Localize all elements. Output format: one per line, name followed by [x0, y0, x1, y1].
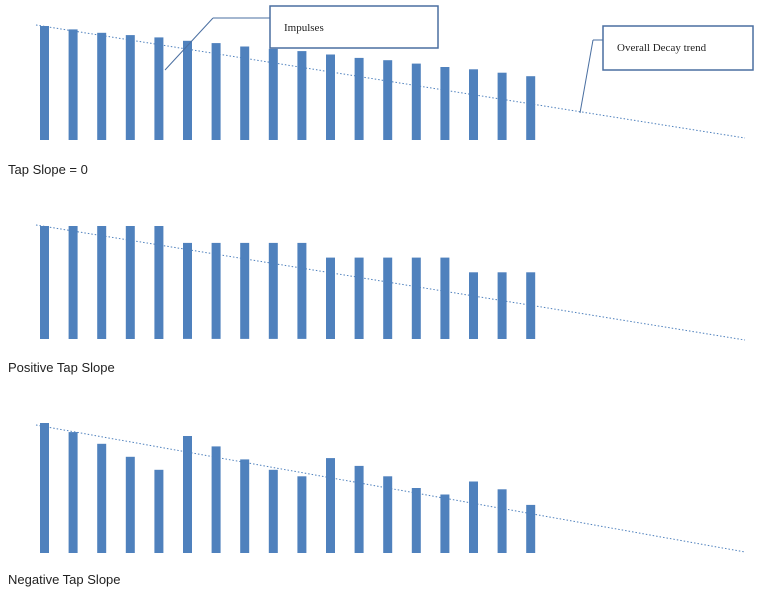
impulse-bar	[383, 60, 393, 141]
decay-trend-line	[35, 424, 746, 553]
impulse-bar	[97, 32, 107, 140]
impulse-bar	[297, 476, 307, 553]
impulse-bar	[411, 488, 421, 553]
impulse-bar	[268, 48, 278, 140]
impulse-bar	[240, 242, 250, 339]
impulse-bar	[154, 226, 164, 339]
panel-negative-tap-slope: Negative Tap Slope	[8, 423, 746, 587]
callout-box	[269, 5, 439, 49]
callout-label: Overall Decay trend	[617, 42, 707, 54]
impulse-bar	[326, 458, 335, 553]
impulse-bar	[68, 432, 78, 553]
impulse-bar	[125, 226, 135, 339]
impulse-bar	[354, 465, 364, 553]
impulse-bar	[97, 226, 107, 339]
panel-caption: Tap Slope = 0	[8, 162, 88, 177]
impulse-bar	[497, 72, 507, 140]
impulse-bar	[354, 257, 364, 339]
callout-label: Impulses	[284, 22, 324, 34]
impulse-bars	[40, 226, 536, 339]
impulse-bar	[211, 43, 221, 140]
impulse-bar	[68, 226, 78, 339]
impulse-bar	[240, 459, 250, 553]
impulse-bar	[526, 76, 536, 140]
impulse-bar	[40, 226, 49, 339]
impulse-bar	[268, 242, 278, 339]
impulse-bar	[183, 40, 192, 140]
impulse-bars	[40, 423, 536, 553]
impulse-bar	[183, 436, 192, 553]
impulse-bar	[297, 242, 307, 339]
impulse-bar	[383, 476, 393, 553]
impulse-bar	[154, 37, 164, 140]
impulse-bar	[411, 63, 421, 140]
impulse-bar	[125, 35, 135, 140]
impulse-bar	[469, 69, 478, 140]
impulse-bar	[411, 257, 421, 339]
impulse-bar	[211, 446, 221, 553]
decay-trend-callout: Overall Decay trend	[579, 25, 754, 114]
callout-leader-line	[164, 17, 214, 71]
impulse-bar	[154, 469, 164, 553]
impulse-bar	[497, 272, 507, 339]
impulse-bar	[268, 469, 278, 553]
decay-trend-line	[35, 24, 746, 139]
impulse-bars	[40, 26, 536, 141]
impulse-bar	[497, 489, 507, 553]
impulse-bar	[526, 272, 536, 339]
impulse-bar	[383, 257, 393, 339]
impulse-bar	[211, 242, 221, 339]
impulse-bar	[125, 456, 135, 553]
impulse-bar	[68, 29, 78, 140]
impulse-bar	[40, 26, 49, 140]
callout-box	[602, 25, 754, 71]
impulse-bar	[440, 257, 450, 339]
impulse-bar	[183, 242, 192, 339]
decay-trend-line	[35, 224, 746, 341]
impulses-callout: Impulses	[164, 5, 439, 71]
panel-tap-slope-zero: Tap Slope = 0	[8, 24, 746, 177]
impulse-bar	[440, 494, 450, 553]
impulse-bar	[440, 67, 450, 140]
impulse-bar	[526, 504, 536, 553]
impulse-bar	[469, 272, 478, 339]
impulse-bar	[40, 423, 49, 553]
panel-caption: Negative Tap Slope	[8, 572, 121, 587]
impulse-bar	[469, 481, 478, 553]
callout-leader-line	[579, 39, 594, 114]
impulse-bar	[326, 257, 335, 339]
panel-caption: Positive Tap Slope	[8, 360, 115, 375]
impulse-bar	[354, 57, 364, 140]
impulse-bar	[97, 443, 107, 553]
panel-positive-tap-slope: Positive Tap Slope	[8, 224, 746, 375]
impulse-bar	[240, 46, 250, 140]
impulse-bar	[326, 54, 335, 140]
impulse-bar	[297, 51, 307, 140]
